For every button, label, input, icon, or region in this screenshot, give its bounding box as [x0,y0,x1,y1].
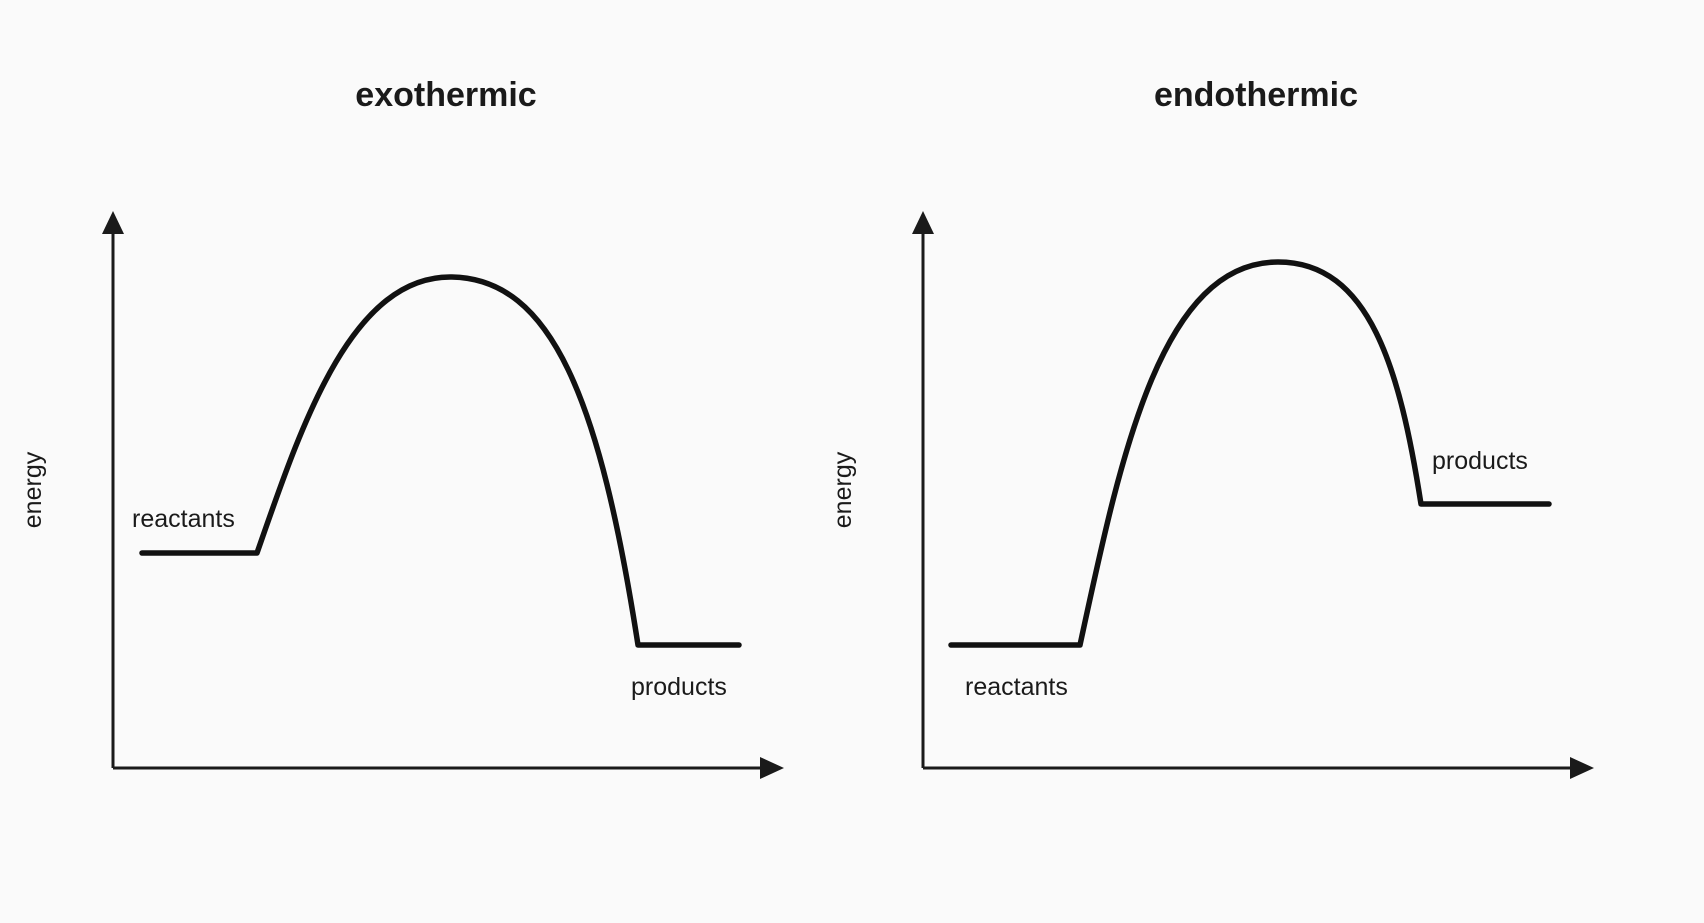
products-label: products [631,673,727,701]
x-axis-arrow [760,757,784,779]
y-axis-label: energy [829,451,857,528]
panel-title: exothermic [355,76,536,114]
y-axis-arrow [102,211,124,234]
y-axis-arrow [912,211,934,234]
energy-curve [948,259,1552,648]
endothermic-panel: endothermic energy reactants products [829,76,1594,779]
exothermic-panel: exothermic energy reactants products [19,76,784,779]
y-axis-label: energy [19,451,47,528]
products-label: products [1432,447,1528,475]
panel-title: endothermic [1154,76,1358,114]
reactants-label: reactants [132,505,235,533]
x-axis-arrow [1570,757,1594,779]
reactants-label: reactants [965,673,1068,701]
energy-curve [139,274,742,648]
